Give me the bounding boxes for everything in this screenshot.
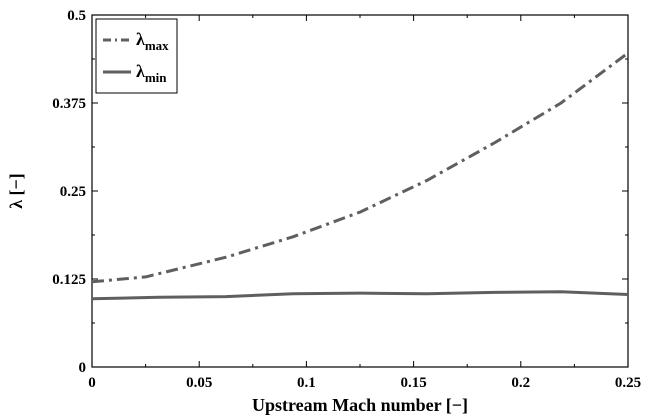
x-axis-title: Upstream Mach number [−] <box>252 395 468 415</box>
legend-box <box>95 18 178 94</box>
series-line-max <box>91 51 629 284</box>
legend-label-max: λmax <box>136 29 169 53</box>
y-tick-label: 0.125 <box>52 272 86 288</box>
x-tick-label: 0.1 <box>297 375 316 391</box>
y-tick-label: 0.5 <box>67 8 86 24</box>
x-tick-label: 0.2 <box>511 375 530 391</box>
y-tick-label: 0.375 <box>52 96 86 112</box>
plot-area <box>91 14 629 368</box>
y-tick-label: 0 <box>79 360 87 376</box>
x-tick-label: 0.05 <box>186 375 212 391</box>
x-tick-label: 0.15 <box>400 375 426 391</box>
legend-label-min: λmin <box>136 61 167 85</box>
y-tick-label: 0.25 <box>60 184 86 200</box>
x-tick-label: 0.25 <box>615 375 641 391</box>
y-axis-title: λ [−] <box>6 173 26 209</box>
x-tick-label: 0 <box>88 375 96 391</box>
series-line-min <box>91 290 629 301</box>
series-layer <box>91 51 629 301</box>
legend: λmax λmin <box>95 18 178 94</box>
axis-ticks: 0 0.05 0.1 0.15 0.2 0.25 0 0.125 0.25 0.375 0.5 <box>52 8 641 391</box>
